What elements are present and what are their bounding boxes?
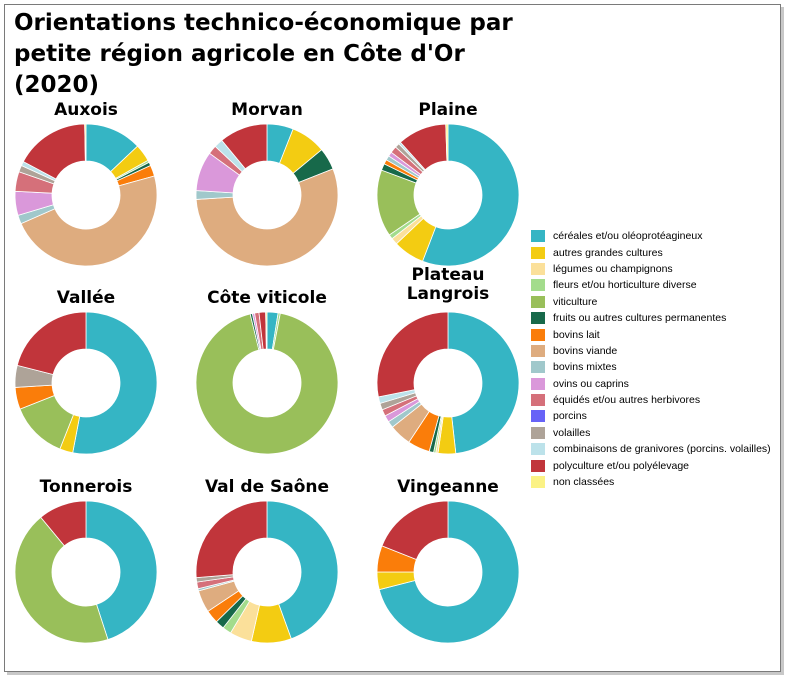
slice-tonnerois-viticulture [14,516,109,644]
chart-legend: céréales et/ou oléoprotéagineux autres gr… [531,228,771,490]
donut-title-plaine: Plaine [418,100,477,120]
legend-label: ovins ou caprins [553,377,629,390]
legend-label: volailles [553,426,591,439]
legend-label: polyculture et/ou polyélevage [553,459,690,472]
legend-swatch [531,312,545,325]
slice-morvan-polyculture-et-ou-polyelevage [221,123,268,170]
slice-plaine-cereales-et-ou-oleoproteagineux [422,123,520,267]
donut-title-auxois: Auxois [54,100,118,120]
legend-swatch [531,262,545,275]
legend-swatch [531,426,545,439]
slice-plateau-langrois-cereales-et-ou-oleoproteagineux [447,311,520,455]
donut-morvan: Morvan [195,100,339,267]
legend-item-bovins-lait: bovins lait [531,326,771,342]
slice-val-de-saone-cereales-et-ou-oleoproteagineux [266,500,339,640]
slice-morvan-bovins-viande [195,168,339,267]
donut-vingeanne: Vingeanne [376,477,520,644]
legend-label: combinaisons de granivores (porcins. vol… [553,443,771,456]
slice-auxois-non-classees [84,123,87,162]
donut-vallee: Vallée [14,288,158,455]
slice-vingeanne-polyculture-et-ou-polyelevage [381,500,449,560]
legend-label: équidés et/ou autres herbivores [553,394,701,407]
legend-swatch [531,246,545,259]
legend-label: viticulture [553,295,598,308]
legend-label: autres grandes cultures [553,246,663,259]
legend-item-autres-grandes-cultures: autres grandes cultures [531,244,771,260]
legend-item-bovins-mixtes: bovins mixtes [531,359,771,375]
slice-val-de-saone-polyculture-et-ou-polyelevage [195,500,268,579]
slice-cote-viticole-viticulture [195,312,339,455]
legend-swatch [531,361,545,374]
donut-title-cote-viticole: Côte viticole [207,288,327,308]
donut-plaine: Plaine [376,100,520,267]
donut-title-val-de-saone: Val de Saône [205,477,329,497]
legend-item-ovins-ou-caprins: ovins ou caprins [531,376,771,392]
legend-label: fleurs et/ou horticulture diverse [553,279,697,292]
slice-tonnerois-cereales-et-ou-oleoproteagineux [85,500,158,641]
legend-swatch [531,394,545,407]
slice-vallee-polyculture-et-ou-polyelevage [16,311,87,376]
legend-swatch [531,377,545,390]
legend-item-legumes-ou-champignons: légumes ou champignons [531,261,771,277]
legend-item-bovins-viande: bovins viande [531,343,771,359]
donut-title-tonnerois: Tonnerois [40,477,133,497]
legend-swatch [531,328,545,341]
donut-tonnerois: Tonnerois [14,477,158,644]
legend-swatch [531,459,545,472]
legend-label: bovins mixtes [553,361,617,374]
legend-item-non-classees: non classées [531,474,771,490]
legend-label: non classées [553,476,615,489]
donut-title-plateau-langrois: Plateau Langrois [407,265,490,304]
legend-label: porcins [553,410,587,423]
donut-title-vingeanne: Vingeanne [397,477,499,497]
legend-swatch [531,443,545,456]
legend-item-polyculture-et-ou-polyelevage: polyculture et/ou polyélevage [531,457,771,473]
legend-label: légumes ou champignons [553,262,673,275]
legend-item-volailles: volailles [531,425,771,441]
legend-item-fleurs-et-ou-horticulture-diverse: fleurs et/ou horticulture diverse [531,277,771,293]
slice-vallee-cereales-et-ou-oleoproteagineux [72,311,158,455]
donut-cote-viticole: Côte viticole [195,288,339,455]
slice-cote-viticole-non-classees [265,311,268,350]
donut-title-vallee: Vallée [57,288,115,308]
donut-title-morvan: Morvan [231,100,303,120]
chart-title: Orientations technico-économique par pet… [14,10,513,98]
legend-swatch [531,230,545,243]
legend-item-fruits-ou-autres-cultures-permanentes: fruits ou autres cultures permanentes [531,310,771,326]
slice-vingeanne-cereales-et-ou-oleoproteagineux [378,500,520,644]
legend-swatch [531,410,545,423]
donut-plateau-langrois: Plateau Langrois [376,265,520,455]
legend-swatch [531,279,545,292]
slice-tonnerois-polyculture-et-ou-polyelevage [40,500,87,547]
legend-label: fruits ou autres cultures permanentes [553,312,727,325]
legend-item-equides-et-ou-autres-herbivores: équidés et/ou autres herbivores [531,392,771,408]
legend-item-porcins: porcins [531,408,771,424]
legend-swatch [531,476,545,489]
legend-item-viticulture: viticulture [531,294,771,310]
legend-swatch [531,344,545,357]
legend-label: bovins lait [553,328,600,341]
legend-label: céréales et/ou oléoprotéagineux [553,230,703,243]
legend-label: bovins viande [553,344,618,357]
slice-auxois-bovins-viande [20,175,158,267]
slice-plaine-non-classees [445,123,449,162]
legend-swatch [531,295,545,308]
donut-val-de-saone: Val de Saône [195,477,339,644]
donut-auxois: Auxois [14,100,158,267]
slice-plateau-langrois-polyculture-et-ou-polyelevage [376,311,449,398]
legend-item-combinaisons-de-granivores-porcins-volailles: combinaisons de granivores (porcins. vol… [531,441,771,457]
legend-item-cereales-et-ou-oleoproteagineux: céréales et/ou oléoprotéagineux [531,228,771,244]
